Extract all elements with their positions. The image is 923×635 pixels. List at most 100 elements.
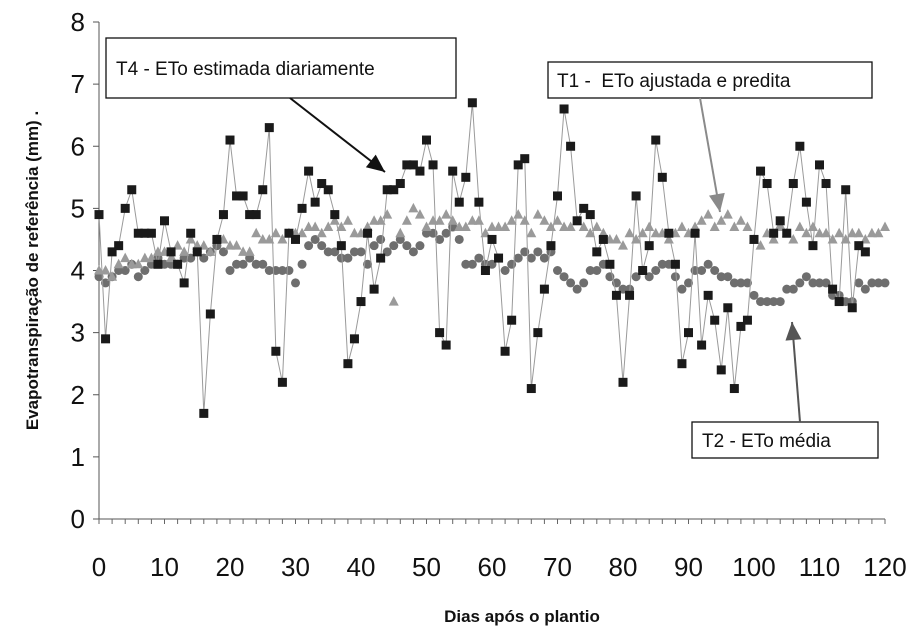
callout-t4-label: T4 - ETo estimada diariamente xyxy=(116,59,375,80)
data-point-circle xyxy=(723,272,733,282)
data-point-square xyxy=(854,241,864,251)
x-tick-label: 60 xyxy=(478,552,507,582)
callout-t1-box xyxy=(547,61,873,99)
data-point-circle xyxy=(697,266,707,275)
data-point-square xyxy=(749,234,759,244)
data-point-triangle xyxy=(552,215,563,225)
data-point-square xyxy=(788,179,798,189)
data-point-triangle xyxy=(336,221,347,232)
data-point-square xyxy=(454,197,464,207)
data-point-circle xyxy=(677,284,687,294)
data-point-circle xyxy=(854,278,864,288)
data-point-square xyxy=(271,346,281,356)
data-point-triangle xyxy=(369,215,380,225)
data-point-circle xyxy=(801,272,811,282)
x-tick-label: 120 xyxy=(863,552,906,582)
x-axis-label: Dias após o plantio xyxy=(444,607,600,626)
data-point-triangle xyxy=(703,209,714,219)
data-point-triangle xyxy=(709,221,720,232)
callout-t2-label: T2 - ETo média xyxy=(702,431,831,452)
data-point-square xyxy=(579,203,589,213)
data-point-square xyxy=(107,247,117,257)
data-point-square xyxy=(847,303,857,313)
series-layer xyxy=(94,98,890,418)
data-point-circle xyxy=(232,259,242,269)
data-point-triangle xyxy=(198,240,209,250)
data-point-square xyxy=(251,210,261,220)
data-point-square xyxy=(140,228,150,238)
y-tick-label: 7 xyxy=(71,69,85,99)
data-point-triangle xyxy=(100,265,111,275)
arrow-head xyxy=(709,192,725,212)
data-point-square xyxy=(467,98,477,108)
data-point-triangle xyxy=(775,221,786,232)
data-point-triangle xyxy=(493,221,504,232)
data-point-square xyxy=(494,253,504,263)
data-point-triangle xyxy=(388,296,399,306)
callout-t1-label: T1 - ETo ajustada e predita xyxy=(557,71,791,92)
arrow-shaft xyxy=(699,97,721,213)
data-point-square xyxy=(435,328,445,338)
callout-t2: T2 - ETo média xyxy=(691,421,879,459)
data-point-square xyxy=(264,123,274,133)
x-tick-label: 80 xyxy=(609,552,638,582)
data-point-circle xyxy=(133,272,143,282)
data-point-square xyxy=(356,297,366,307)
data-point-circle xyxy=(323,247,333,257)
data-point-square xyxy=(546,241,556,251)
data-point-circle xyxy=(762,297,772,307)
data-point-triangle xyxy=(408,202,419,213)
data-point-square xyxy=(395,179,405,189)
data-point-triangle xyxy=(663,233,674,244)
data-point-square xyxy=(841,185,851,195)
data-point-square xyxy=(815,160,824,170)
data-point-square xyxy=(769,228,779,238)
data-point-circle xyxy=(566,278,576,288)
data-point-circle xyxy=(808,278,818,288)
data-point-triangle xyxy=(506,215,517,225)
data-point-square xyxy=(317,179,327,189)
data-point-square xyxy=(415,166,425,176)
data-point-triangle xyxy=(329,215,340,225)
data-point-circle xyxy=(729,278,739,288)
data-point-square xyxy=(245,210,255,220)
data-point-square xyxy=(120,203,130,213)
series-square xyxy=(94,98,870,418)
data-point-square xyxy=(343,359,353,369)
y-tick-label: 6 xyxy=(71,131,85,161)
data-point-circle xyxy=(880,278,890,288)
callout-t4-box xyxy=(105,37,457,99)
data-point-square xyxy=(801,197,811,207)
callout-arrows xyxy=(289,97,802,423)
data-point-triangle xyxy=(519,215,530,225)
data-point-triangle xyxy=(270,227,281,238)
x-tick-label: 110 xyxy=(799,552,840,582)
data-point-triangle xyxy=(238,246,249,256)
data-point-triangle xyxy=(853,227,864,238)
data-point-square xyxy=(736,321,746,331)
data-point-triangle xyxy=(139,252,150,263)
data-point-triangle xyxy=(434,215,445,225)
data-point-circle xyxy=(225,266,235,275)
data-point-square xyxy=(742,315,752,325)
data-point-square xyxy=(572,216,582,226)
data-point-triangle xyxy=(166,252,177,263)
arrow-shaft xyxy=(289,97,386,173)
data-point-triangle xyxy=(526,227,537,238)
data-point-circle xyxy=(454,234,464,244)
y-tick-label: 1 xyxy=(71,442,85,472)
data-point-square xyxy=(657,172,667,182)
data-point-square xyxy=(461,172,471,182)
data-point-triangle xyxy=(251,227,262,238)
data-point-triangle xyxy=(866,227,877,238)
arrow-head xyxy=(785,322,802,341)
data-point-triangle xyxy=(480,227,491,238)
data-point-square xyxy=(238,191,248,201)
data-point-circle xyxy=(415,241,425,251)
data-point-circle xyxy=(736,278,746,288)
data-point-triangle xyxy=(264,233,275,244)
data-point-triangle xyxy=(94,265,104,275)
data-point-square xyxy=(382,185,392,195)
data-point-circle xyxy=(264,266,274,275)
data-point-circle xyxy=(343,253,353,263)
